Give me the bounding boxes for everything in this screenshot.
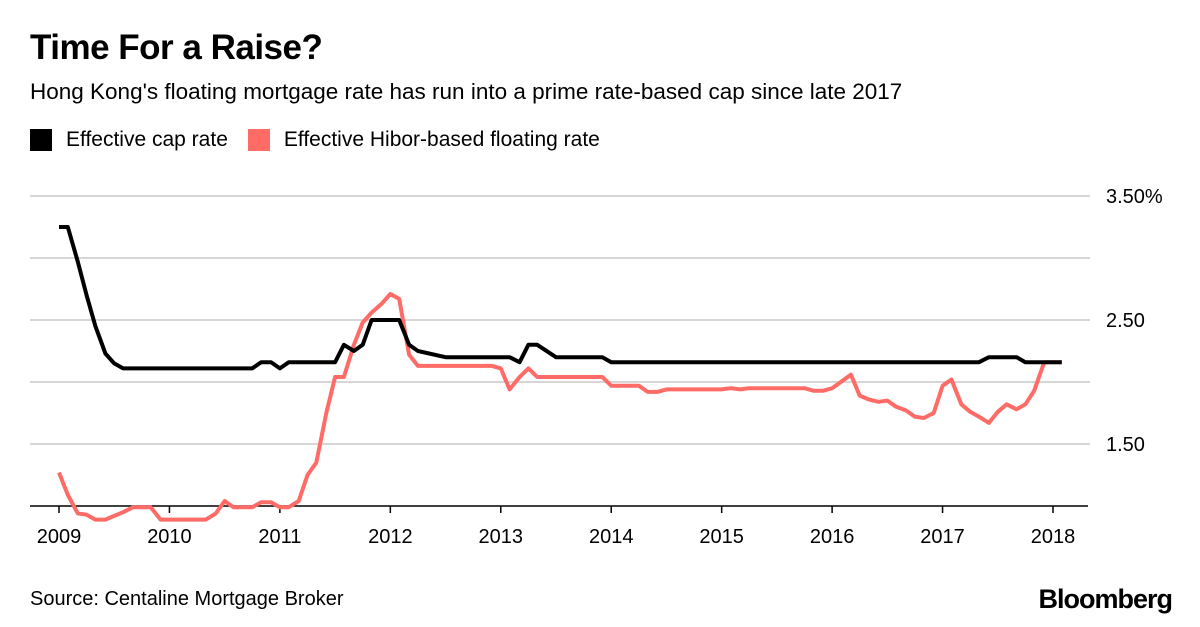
chart-title: Time For a Raise? <box>30 28 323 67</box>
x-tick-label-2018: 2018 <box>1031 526 1076 548</box>
x-tick-label-2017: 2017 <box>920 526 965 548</box>
legend: Effective cap rate Effective Hibor-based… <box>30 128 620 152</box>
x-tick-label-2011: 2011 <box>258 526 301 548</box>
series-line-cap-rate <box>59 225 1062 371</box>
x-tick-label-2015: 2015 <box>699 526 744 548</box>
source-note: Source: Centaline Mortgage Broker <box>30 588 344 610</box>
legend-swatch-floating-rate <box>247 129 270 151</box>
x-tick-label-2016: 2016 <box>810 526 855 548</box>
x-tick-label-2013: 2013 <box>479 526 524 548</box>
legend-label-floating-rate: Effective Hibor-based floating rate <box>283 128 600 151</box>
chart-subtitle: Hong Kong's floating mortgage rate has r… <box>30 79 903 104</box>
series-line-floating-rate <box>57 292 1062 522</box>
y-tick-label-0: 3.50% <box>1106 186 1163 208</box>
x-tick-label-2010: 2010 <box>147 526 192 548</box>
bloomberg-logo: Bloomberg <box>1038 584 1173 614</box>
legend-item-floating-rate: Effective Hibor-based floating rate <box>247 128 600 152</box>
x-tick-label-2014: 2014 <box>589 526 634 548</box>
legend-label-cap-rate: Effective cap rate <box>66 128 228 151</box>
legend-swatch-cap-rate <box>30 129 52 151</box>
legend-item-cap-rate: Effective cap rate <box>30 128 228 152</box>
x-tick-label-2009: 2009 <box>37 526 82 548</box>
y-tick-label-1: 2.50 <box>1106 310 1145 332</box>
y-tick-label-2: 1.50 <box>1106 434 1145 456</box>
x-tick-label-2012: 2012 <box>368 526 413 548</box>
